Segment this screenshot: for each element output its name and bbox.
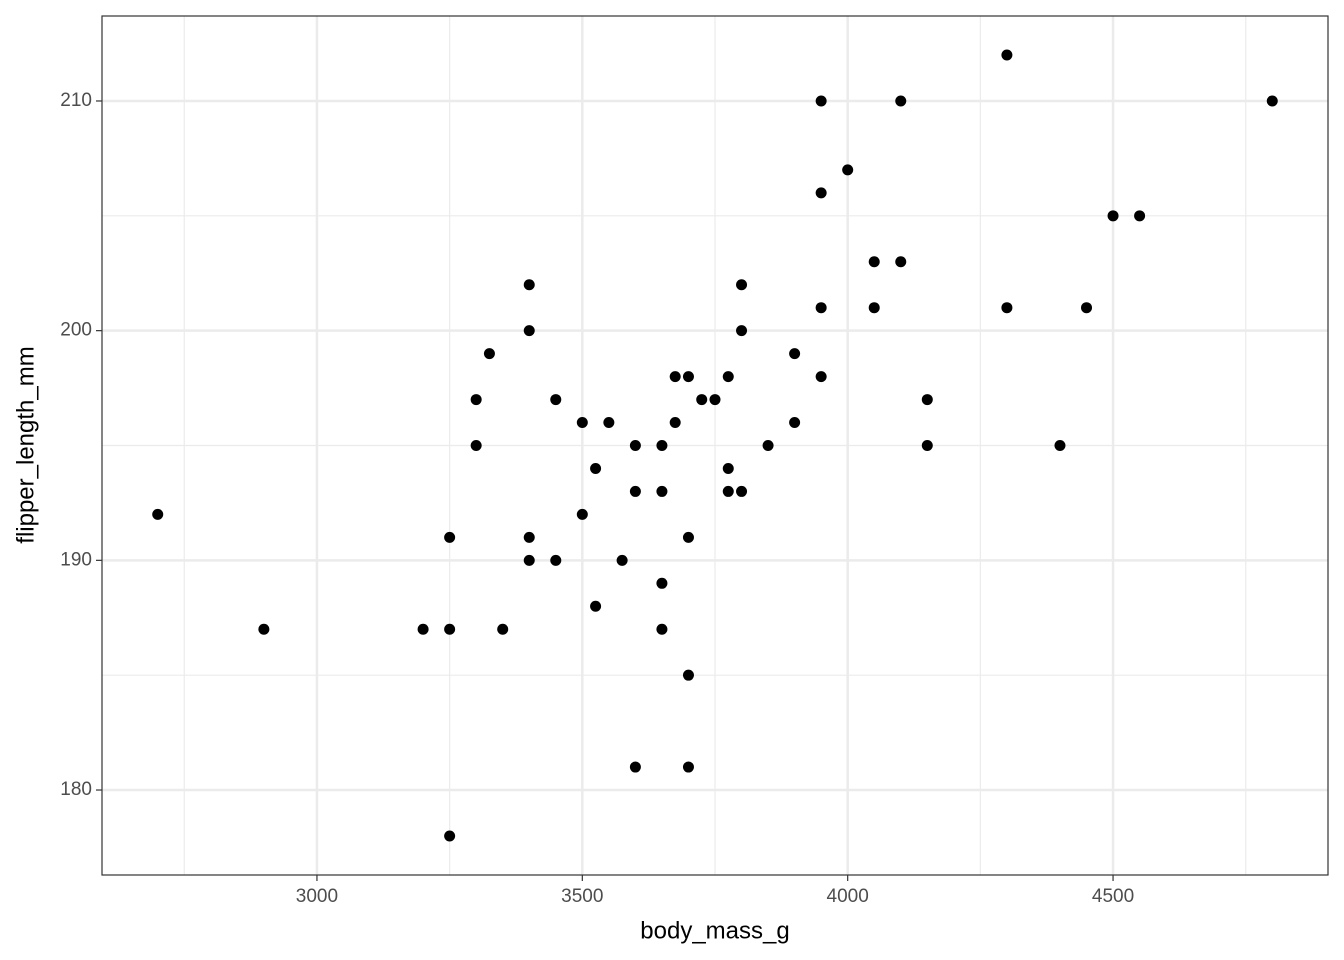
point [1081,302,1093,314]
point [444,830,456,842]
point [682,669,694,681]
point [736,325,748,337]
point [722,462,734,474]
point [762,440,774,451]
point [1054,440,1066,451]
point [497,623,509,635]
point [736,485,748,497]
point [576,508,588,520]
point [842,164,854,176]
point [590,462,602,474]
point [722,485,734,497]
point [470,394,482,406]
point [603,417,615,429]
point [656,485,668,497]
point [736,279,748,291]
y-tick-label: 190 [60,549,92,570]
point [682,371,694,383]
panel-border [101,15,1329,876]
x-tick-label: 3500 [561,886,603,907]
point [815,371,827,383]
point [696,394,708,406]
point [550,554,562,566]
x-tick-label: 4000 [827,886,869,907]
point [616,554,628,566]
point [722,371,734,383]
point [523,554,535,566]
point [682,761,694,773]
point [444,531,456,543]
point [868,302,880,314]
point [921,440,933,451]
point [895,95,907,107]
point [629,440,641,451]
point [868,256,880,268]
point [483,348,495,360]
point [550,394,562,406]
point [895,256,907,268]
point [523,279,535,291]
point [152,508,164,520]
y-tick-label: 200 [60,320,92,341]
point [709,394,721,406]
point [590,600,602,612]
point [523,531,535,543]
y-axis-title: flipper_length_mm [12,346,39,543]
y-tick-label: 180 [60,779,92,800]
point [815,302,827,314]
x-tick-label: 3000 [296,886,338,907]
point [1266,95,1278,107]
point [417,623,429,635]
x-tick-label: 4500 [1092,886,1134,907]
point [470,440,482,451]
point [656,440,668,451]
point [444,623,456,635]
point [656,577,668,589]
point [789,417,801,429]
point [523,325,535,337]
y-tick-label: 210 [60,90,92,111]
point [682,531,694,543]
point [669,371,681,383]
point [629,761,641,773]
point [815,187,827,199]
x-axis-title: body_mass_g [640,917,789,944]
point [815,95,827,107]
point [1001,302,1013,314]
point [1134,210,1146,222]
point [1107,210,1119,222]
point [629,485,641,497]
point [258,623,270,635]
point [669,417,681,429]
point [921,394,933,406]
point [576,417,588,429]
point [789,348,801,360]
point [1001,49,1013,61]
point [656,623,668,635]
